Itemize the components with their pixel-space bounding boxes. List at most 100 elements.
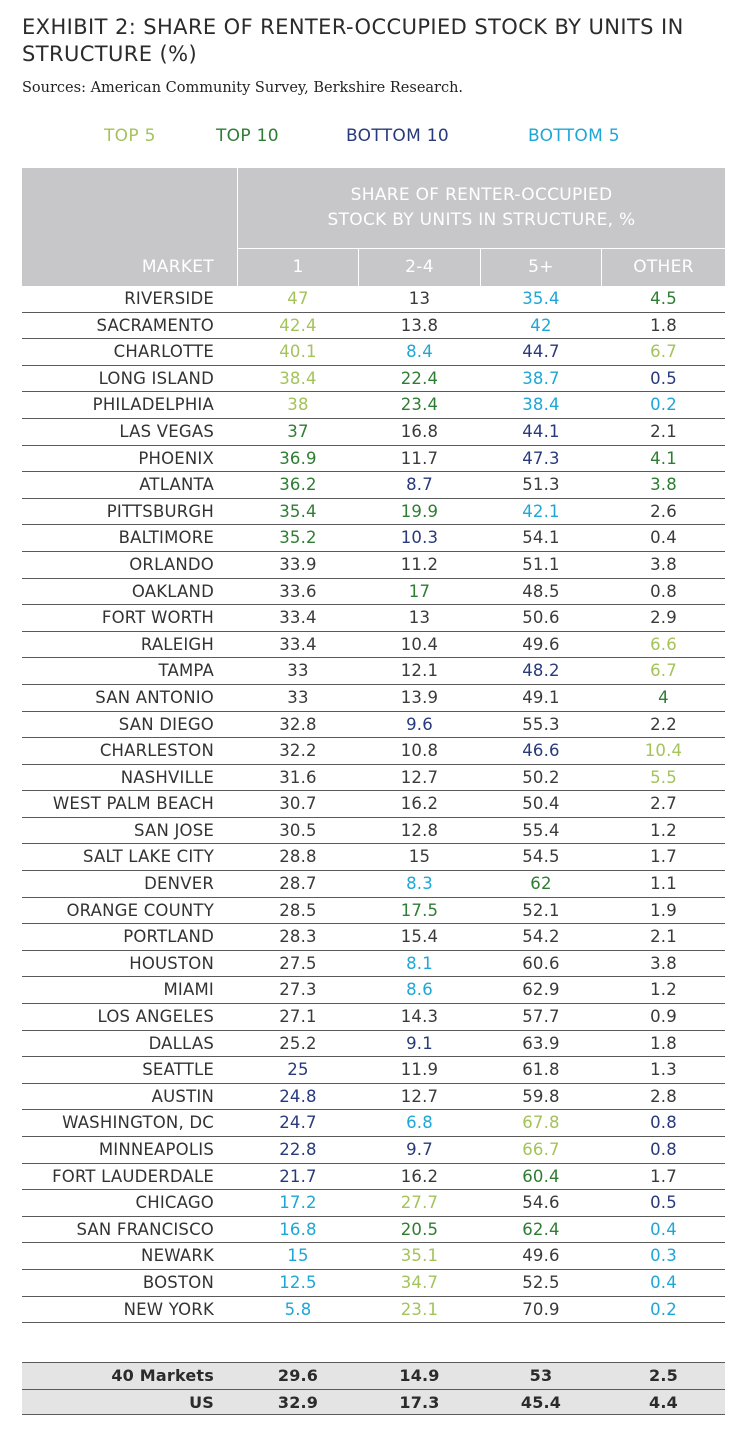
table-row: BOSTON 12.5 34.7 52.5 0.4 [22,1270,725,1297]
table-row: SEATTLE 25 11.9 61.8 1.3 [22,1057,725,1084]
value-cell: 8.1 [406,953,433,973]
table-row: LONG ISLAND 38.4 22.4 38.7 0.5 [22,366,725,393]
value-cell: 38 [287,395,309,415]
market-cell: SAN DIEGO [118,714,214,734]
summary-value: 29.6 [277,1366,319,1385]
table-row: LAS VEGAS 37 16.8 44.1 2.1 [22,419,725,446]
value-cell: 54.2 [522,927,560,947]
market-cell: PORTLAND [123,927,214,947]
value-cell: 62 [530,874,552,894]
value-cell: 23.4 [400,395,439,415]
value-cell: 47.3 [522,448,560,468]
value-cell: 51.1 [522,554,560,574]
value-cell: 17.5 [400,900,439,920]
legend-top5: TOP 5 [104,126,156,146]
value-cell: 8.7 [406,475,433,495]
value-cell: 2.9 [650,608,677,628]
table-row: FORT LAUDERDALE 21.7 16.2 60.4 1.7 [22,1164,725,1191]
market-cell: ORANGE COUNTY [66,900,214,920]
table-row: ORLANDO 33.9 11.2 51.1 3.8 [22,552,725,579]
value-cell: 31.6 [279,767,317,787]
value-cell: 70.9 [522,1299,560,1319]
market-cell: SAN ANTONIO [95,687,214,707]
value-cell: 14.3 [400,1007,439,1027]
table-row: FORT WORTH 33.4 13 50.6 2.9 [22,605,725,632]
value-cell: 22.8 [279,1140,317,1159]
header-col-5plus: 5+ [528,257,554,277]
value-cell: 63.9 [522,1033,560,1053]
market-cell: LONG ISLAND [98,368,214,388]
table-header [22,168,725,286]
value-cell: 30.5 [279,820,317,840]
table-row: SAN ANTONIO 33 13.9 49.1 4 [22,685,725,712]
table-row: ATLANTA 36.2 8.7 51.3 3.8 [22,472,725,499]
value-cell: 35.1 [400,1246,439,1266]
value-cell: 0.8 [650,581,677,601]
table-row: PORTLAND 28.3 15.4 54.2 2.1 [22,924,725,951]
value-cell: 10.3 [400,528,439,548]
value-cell: 52.1 [522,900,560,920]
table-row: SAN DIEGO 32.8 9.6 55.3 2.2 [22,712,725,739]
value-cell: 3.8 [650,554,677,574]
value-cell: 50.4 [522,794,560,814]
value-cell: 30.7 [279,794,317,814]
value-cell: 34.7 [400,1272,439,1292]
value-cell: 40.1 [279,342,317,362]
value-cell: 48.2 [522,661,560,681]
value-cell: 62.4 [522,1219,560,1239]
value-cell: 36.2 [279,475,317,495]
value-cell: 28.5 [279,900,317,920]
value-cell: 27.7 [400,1193,439,1213]
value-cell: 2.1 [650,421,677,441]
value-cell: 27.3 [279,980,317,1000]
value-cell: 50.2 [522,767,560,787]
market-cell: WASHINGTON, DC [62,1113,214,1133]
market-cell: MIAMI [163,980,214,1000]
value-cell: 44.7 [522,342,560,362]
value-cell: 8.6 [406,980,433,1000]
value-cell: 8.4 [406,342,433,362]
value-cell: 0.2 [650,395,677,415]
summary-value: 2.5 [649,1366,678,1385]
table-row: AUSTIN 24.8 12.7 59.8 2.8 [22,1084,725,1111]
value-cell: 27.1 [279,1007,317,1027]
value-cell: 0.4 [650,528,677,548]
value-cell: 28.8 [279,847,317,867]
table-row: WEST PALM BEACH 30.7 16.2 50.4 2.7 [22,791,725,818]
value-cell: 54.6 [522,1193,560,1213]
value-cell: 1.8 [650,1033,677,1053]
value-cell: 12.5 [279,1272,317,1292]
value-cell: 17.2 [279,1193,317,1213]
market-cell: SEATTLE [142,1060,214,1080]
value-cell: 6.7 [650,342,677,362]
summary-value: 45.4 [520,1392,562,1412]
value-cell: 6.8 [406,1113,433,1133]
value-cell: 23.1 [400,1299,439,1319]
market-cell: PITTSBURGH [106,501,214,521]
value-cell: 1.1 [650,874,677,894]
value-cell: 17 [408,581,431,601]
summary-label: US [189,1392,214,1412]
value-cell: 2.6 [650,501,677,521]
value-cell: 59.8 [522,1086,560,1106]
market-cell: PHOENIX [138,448,214,468]
value-cell: 36.9 [279,448,317,468]
header-group-line-2: STOCK BY UNITS IN STRUCTURE, % [327,210,636,230]
header-market: MARKET [141,257,214,277]
value-cell: 67.8 [522,1113,560,1133]
header-divider [358,249,359,286]
value-cell: 54.5 [522,847,560,867]
table-row: TAMPA 33 12.1 48.2 6.7 [22,658,725,685]
value-cell: 33.4 [279,608,317,628]
market-cell: CHARLESTON [99,741,214,761]
legend-bottom5: BOTTOM 5 [528,126,620,146]
value-cell: 28.3 [279,927,317,947]
value-cell: 10.4 [400,634,439,654]
header-col-1: 1 [292,257,304,277]
value-cell: 33.6 [279,581,317,601]
value-cell: 49.1 [522,687,560,707]
market-cell: BOSTON [142,1272,214,1292]
value-cell: 3.8 [650,953,677,973]
data-table-body: RIVERSIDE 47 13 35.4 4.5 SACRAMENTO 42.4 13.8 42… [22,286,725,1324]
value-cell: 33 [287,661,309,681]
